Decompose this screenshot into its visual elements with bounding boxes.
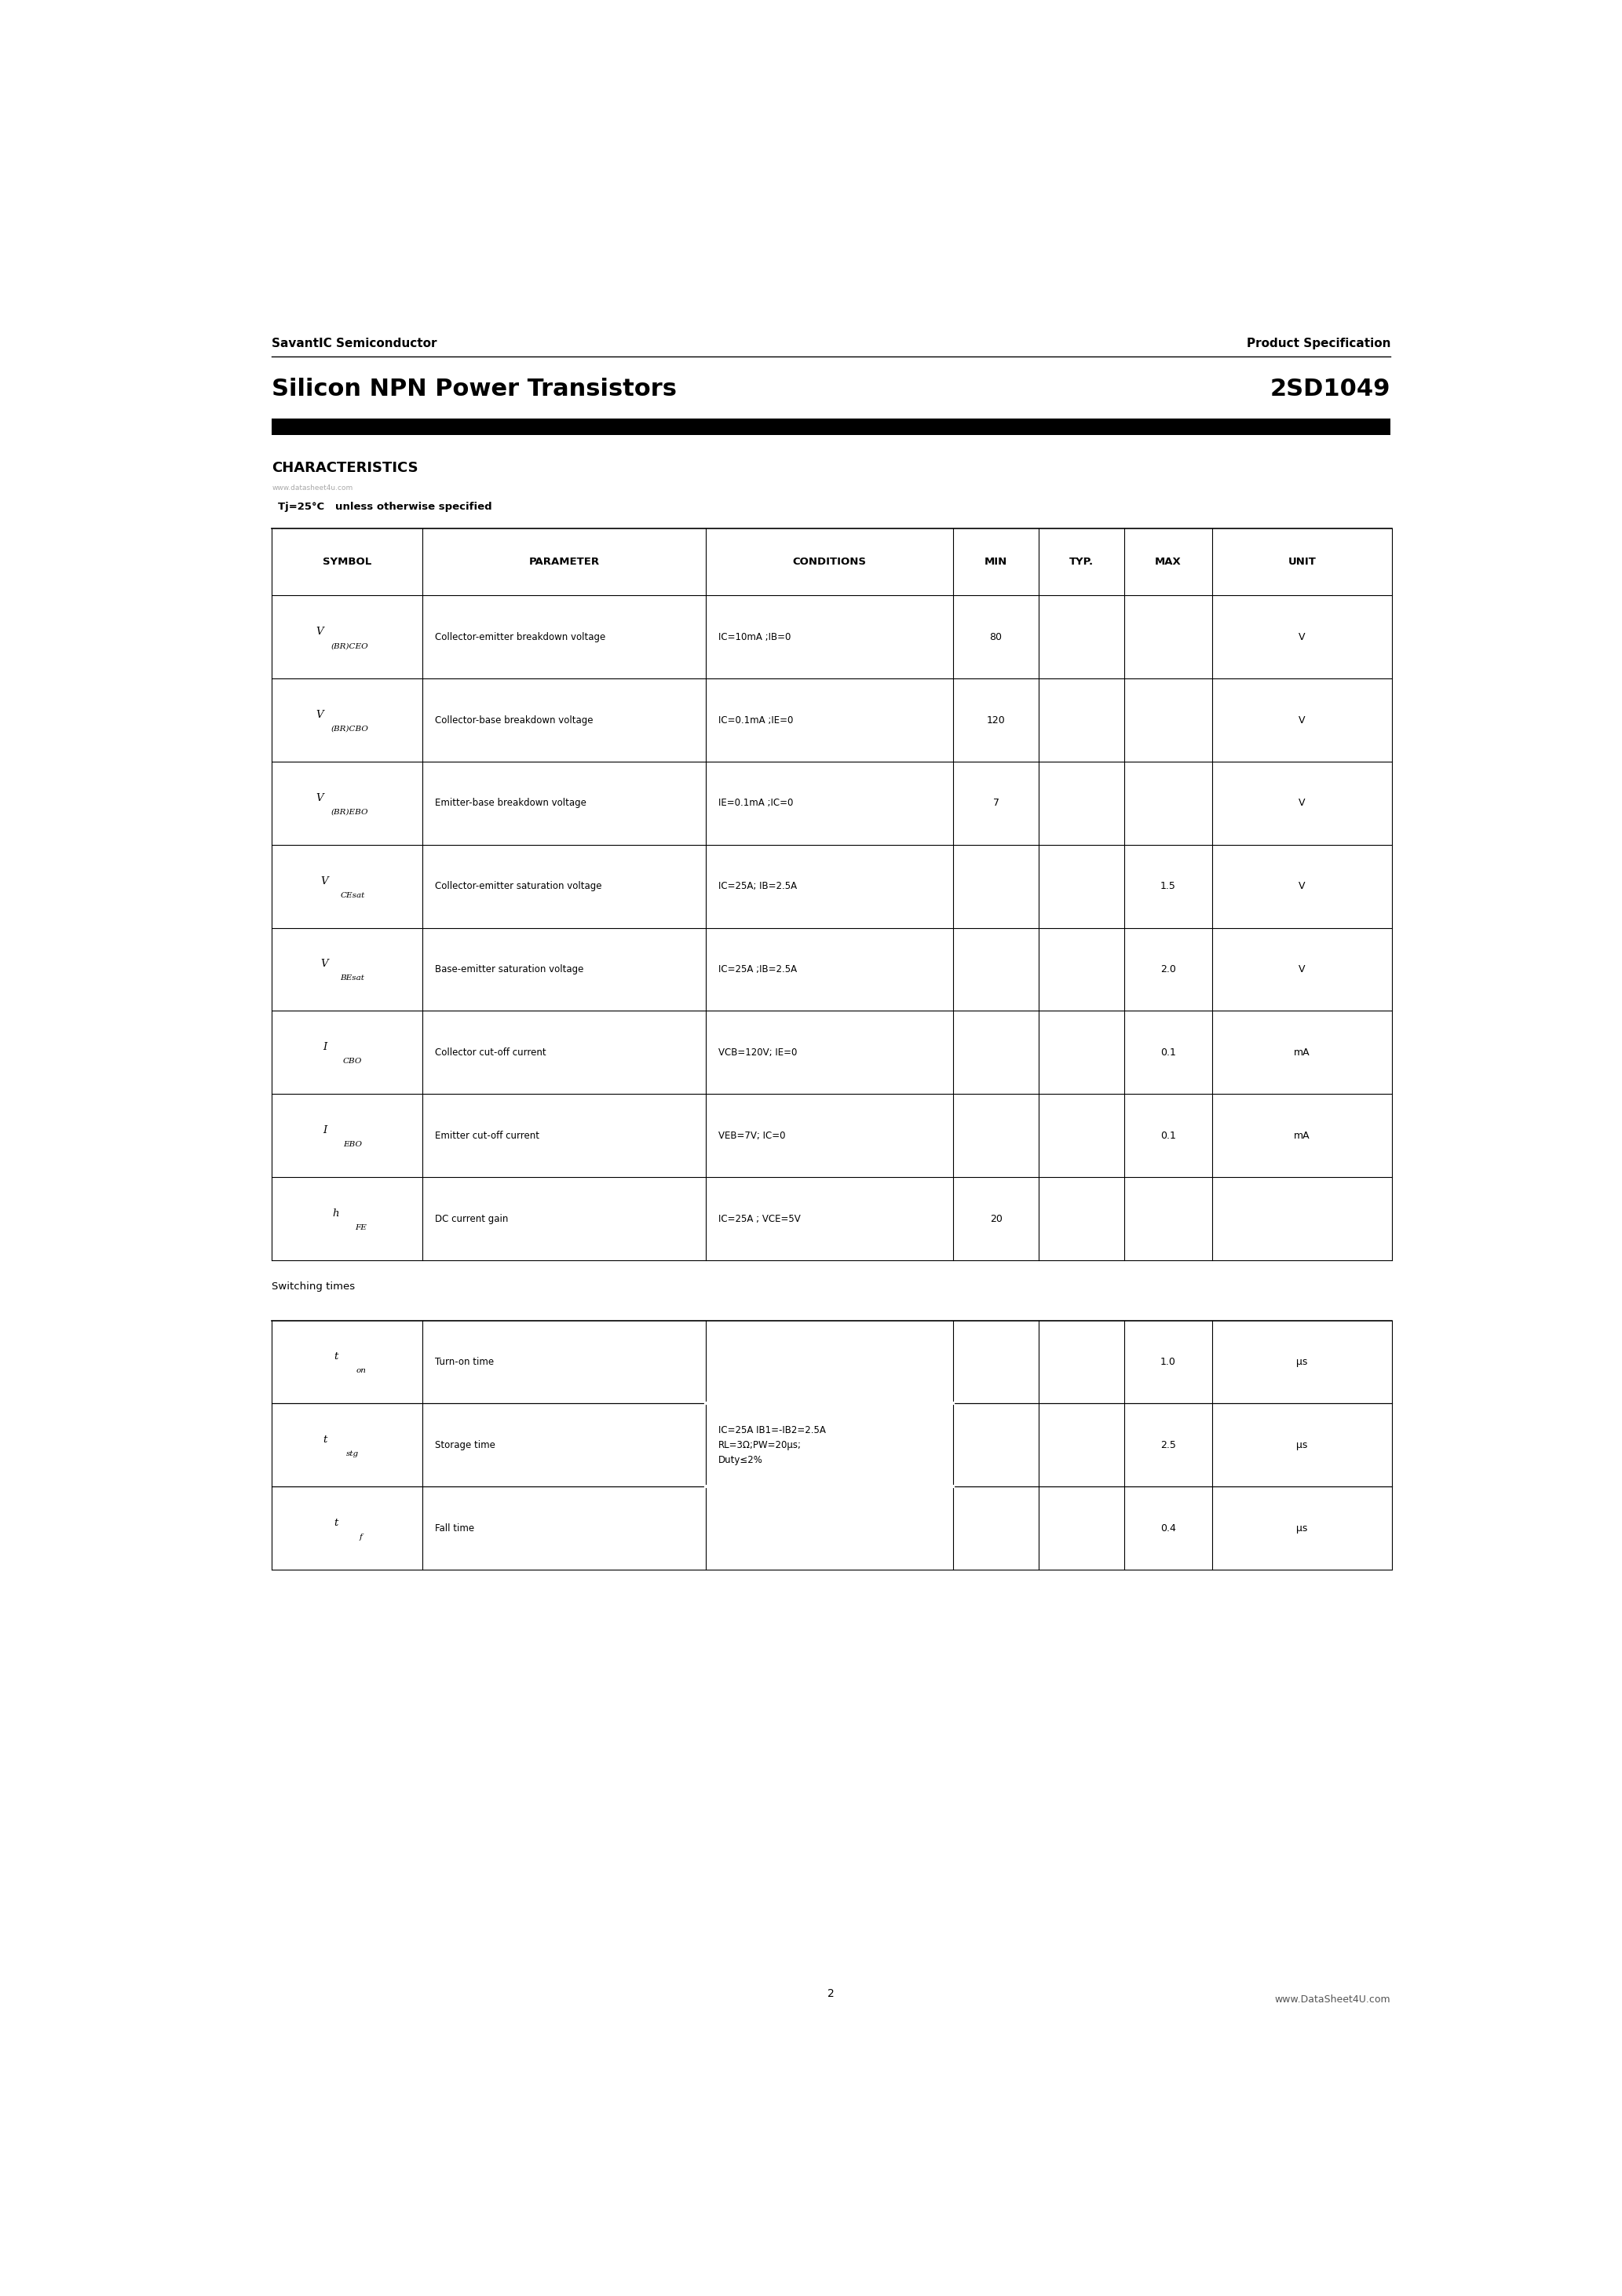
Text: Switching times: Switching times <box>272 1281 355 1293</box>
Text: V: V <box>1299 799 1306 808</box>
Text: IE=0.1mA ;IC=0: IE=0.1mA ;IC=0 <box>719 799 793 808</box>
Text: V: V <box>316 792 323 804</box>
Text: I: I <box>323 1042 326 1052</box>
Text: 0.1: 0.1 <box>1160 1130 1176 1141</box>
Text: 2.0: 2.0 <box>1160 964 1176 974</box>
Text: Tj=25°C   unless otherwise specified: Tj=25°C unless otherwise specified <box>279 503 491 512</box>
Text: Emitter-base breakdown voltage: Emitter-base breakdown voltage <box>435 799 587 808</box>
Text: Turn-on time: Turn-on time <box>435 1357 495 1366</box>
Text: stg: stg <box>345 1451 358 1458</box>
Text: 2SD1049: 2SD1049 <box>1270 379 1390 402</box>
Text: UNIT: UNIT <box>1288 558 1315 567</box>
Text: VEB=7V; IC=0: VEB=7V; IC=0 <box>719 1130 785 1141</box>
Text: 2: 2 <box>827 1988 835 2000</box>
Text: V: V <box>316 627 323 636</box>
Text: V: V <box>1299 882 1306 891</box>
Text: t: t <box>334 1352 337 1362</box>
Text: mA: mA <box>1294 1130 1311 1141</box>
Text: (BR)CEO: (BR)CEO <box>331 643 368 650</box>
Text: V: V <box>1299 964 1306 974</box>
Text: FE: FE <box>355 1224 367 1231</box>
Text: (BR)EBO: (BR)EBO <box>331 808 368 815</box>
Text: 120: 120 <box>986 714 1006 726</box>
Text: t: t <box>334 1518 337 1527</box>
Text: V: V <box>1299 714 1306 726</box>
Text: IC=25A ; VCE=5V: IC=25A ; VCE=5V <box>719 1215 800 1224</box>
Text: μs: μs <box>1296 1522 1307 1534</box>
Text: IC=25A IB1=-IB2=2.5A
RL=3Ω;PW=20μs;
Duty≤2%: IC=25A IB1=-IB2=2.5A RL=3Ω;PW=20μs; Duty… <box>719 1426 826 1465</box>
Text: CEsat: CEsat <box>341 891 365 898</box>
Text: μs: μs <box>1296 1440 1307 1451</box>
Text: 7: 7 <box>993 799 999 808</box>
Text: IC=25A ;IB=2.5A: IC=25A ;IB=2.5A <box>719 964 796 974</box>
Text: TYP.: TYP. <box>1069 558 1093 567</box>
Text: www.DataSheet4U.com: www.DataSheet4U.com <box>1275 1995 1390 2004</box>
Bar <box>272 418 1390 434</box>
Text: V: V <box>316 709 323 721</box>
Text: 1.5: 1.5 <box>1160 882 1176 891</box>
Text: www.datasheet4u.com: www.datasheet4u.com <box>272 484 354 491</box>
Text: SYMBOL: SYMBOL <box>323 558 371 567</box>
Text: V: V <box>321 877 329 886</box>
Text: 80: 80 <box>989 631 1002 643</box>
Text: 0.1: 0.1 <box>1160 1047 1176 1058</box>
Text: mA: mA <box>1294 1047 1311 1058</box>
Text: Emitter cut-off current: Emitter cut-off current <box>435 1130 540 1141</box>
Text: Silicon NPN Power Transistors: Silicon NPN Power Transistors <box>272 379 676 402</box>
Text: t: t <box>323 1435 326 1444</box>
Text: 0.4: 0.4 <box>1160 1522 1176 1534</box>
Text: DC current gain: DC current gain <box>435 1215 509 1224</box>
Text: I: I <box>323 1125 326 1137</box>
Text: PARAMETER: PARAMETER <box>529 558 600 567</box>
Text: MAX: MAX <box>1155 558 1181 567</box>
Text: IC=0.1mA ;IE=0: IC=0.1mA ;IE=0 <box>719 714 793 726</box>
Text: Fall time: Fall time <box>435 1522 475 1534</box>
Text: 1.0: 1.0 <box>1160 1357 1176 1366</box>
Text: SavantIC Semiconductor: SavantIC Semiconductor <box>272 338 438 349</box>
Text: IC=10mA ;IB=0: IC=10mA ;IB=0 <box>719 631 790 643</box>
Text: EBO: EBO <box>342 1141 362 1148</box>
Text: μs: μs <box>1296 1357 1307 1366</box>
Text: h: h <box>333 1208 339 1219</box>
Text: CHARACTERISTICS: CHARACTERISTICS <box>272 461 418 475</box>
Text: CONDITIONS: CONDITIONS <box>793 558 866 567</box>
Text: MIN: MIN <box>985 558 1007 567</box>
Text: Collector-emitter saturation voltage: Collector-emitter saturation voltage <box>435 882 602 891</box>
Text: BEsat: BEsat <box>341 976 365 983</box>
Text: Collector-emitter breakdown voltage: Collector-emitter breakdown voltage <box>435 631 607 643</box>
Text: Base-emitter saturation voltage: Base-emitter saturation voltage <box>435 964 584 974</box>
Text: 2.5: 2.5 <box>1160 1440 1176 1451</box>
Text: Collector cut-off current: Collector cut-off current <box>435 1047 547 1058</box>
Text: (BR)CBO: (BR)CBO <box>331 726 368 732</box>
Text: Storage time: Storage time <box>435 1440 496 1451</box>
Text: V: V <box>1299 631 1306 643</box>
Text: Collector-base breakdown voltage: Collector-base breakdown voltage <box>435 714 594 726</box>
Text: VCB=120V; IE=0: VCB=120V; IE=0 <box>719 1047 796 1058</box>
Text: Product Specification: Product Specification <box>1247 338 1390 349</box>
Text: CBO: CBO <box>342 1058 362 1065</box>
Text: IC=25A; IB=2.5A: IC=25A; IB=2.5A <box>719 882 796 891</box>
Text: on: on <box>357 1366 367 1375</box>
Text: 20: 20 <box>989 1215 1002 1224</box>
Text: V: V <box>321 960 329 969</box>
Text: f: f <box>360 1534 363 1541</box>
